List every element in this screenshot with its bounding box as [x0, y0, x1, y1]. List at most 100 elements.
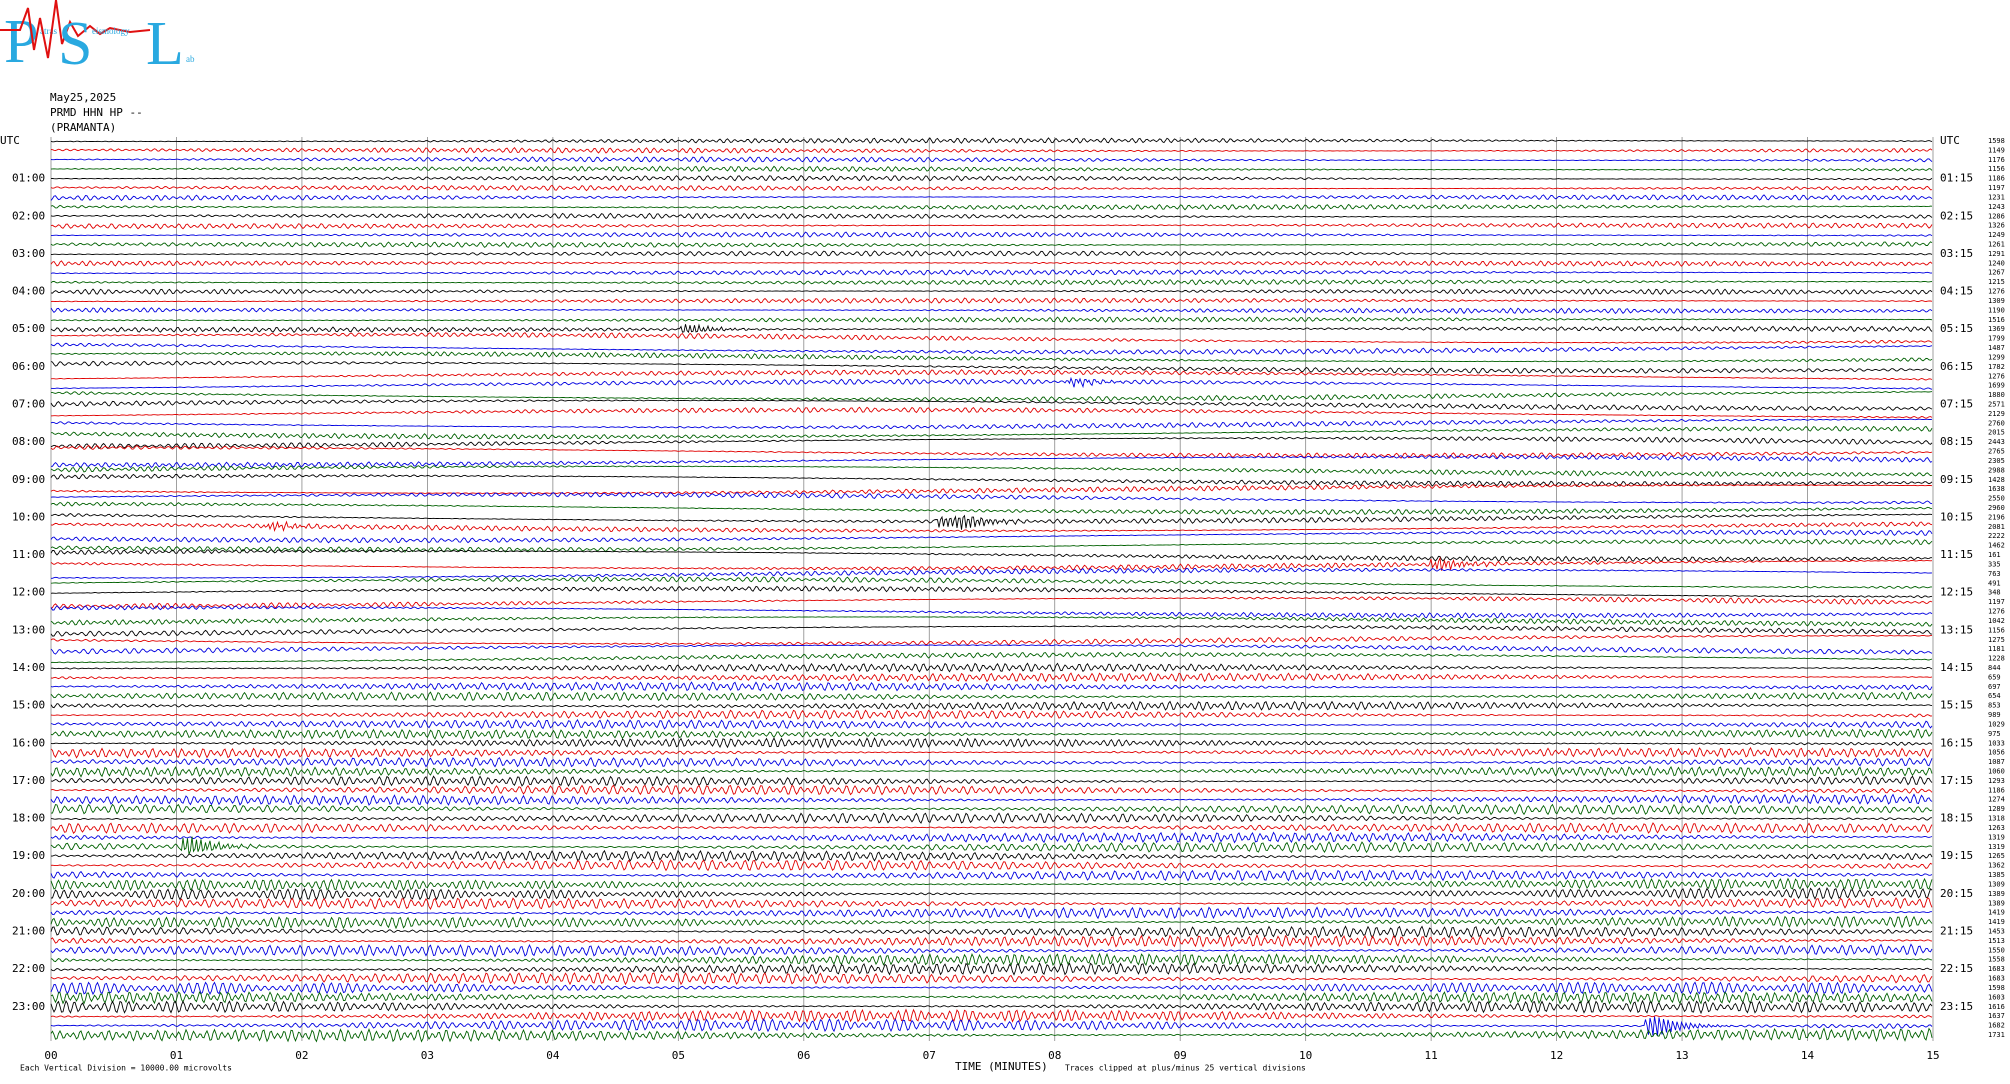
hour-label: 17:00 [12, 774, 45, 787]
trace [51, 391, 1933, 402]
trace-value: 2222 [1988, 532, 2005, 540]
trace [50, 831, 1933, 844]
hour-label: 21:00 [12, 924, 45, 937]
trace [50, 576, 1932, 589]
trace [51, 567, 1933, 579]
trace-value: 1190 [1988, 306, 2005, 314]
trace [50, 672, 1933, 683]
trace-value: 1699 [1988, 382, 2005, 390]
trace [50, 868, 1933, 882]
trace-value: 1243 [1988, 203, 2005, 211]
x-axis-title: TIME (MINUTES) [955, 1060, 1048, 1073]
clip-note: Traces clipped at plus/minus 25 vertical… [1065, 1064, 1306, 1073]
trace [50, 746, 1933, 759]
trace [50, 585, 1933, 599]
trace-value: 335 [1988, 560, 2001, 568]
trace-value: 491 [1988, 579, 2001, 587]
hour-label: 19:15 [1940, 849, 1973, 862]
hour-label: 06:15 [1940, 360, 1973, 373]
trace-value: 2760 [1988, 419, 2005, 427]
trace-value: 1419 [1988, 918, 2005, 926]
trace-value: 1616 [1988, 1003, 2005, 1011]
trace-value: 1319 [1988, 833, 2005, 841]
hour-label: 13:00 [12, 623, 45, 636]
trace [50, 491, 1933, 505]
trace [50, 222, 1933, 230]
trace [50, 260, 1933, 267]
hour-label: 17:15 [1940, 774, 1973, 787]
trace-value: 2988 [1988, 466, 2005, 474]
trace-value: 1683 [1988, 975, 2005, 983]
trace [50, 765, 1933, 778]
trace [50, 822, 1933, 835]
trace-value: 2550 [1988, 495, 2005, 503]
trace [50, 288, 1933, 295]
trace-value: 844 [1988, 664, 2001, 672]
trace-value: 1428 [1988, 476, 2005, 484]
trace [50, 1008, 1933, 1023]
trace [50, 605, 1933, 619]
trace [50, 165, 1933, 173]
x-tick-label: 12 [1550, 1049, 1563, 1062]
hour-label: 06:00 [12, 360, 45, 373]
trace [50, 360, 1933, 374]
trace [50, 156, 1933, 163]
x-tick-label: 08 [1048, 1049, 1061, 1062]
hour-label: UTC [1940, 134, 1960, 147]
trace-value: 1276 [1988, 372, 2005, 380]
hour-label: 03:15 [1940, 247, 1973, 260]
trace [50, 624, 1933, 637]
trace-value: 2081 [1988, 523, 2005, 531]
trace [50, 529, 1933, 544]
station: PRMD HHN HP -- [50, 106, 143, 119]
x-tick-label: 15 [1926, 1049, 1939, 1062]
trace-value: 1638 [1988, 485, 2005, 493]
trace-value: 1637 [1988, 1012, 2005, 1020]
hour-label: 14:00 [12, 661, 45, 674]
trace [50, 784, 1933, 796]
trace [50, 691, 1933, 702]
trace-value: 2015 [1988, 429, 2005, 437]
trace [50, 436, 1933, 450]
trace-value: 1682 [1988, 1022, 2005, 1030]
trace-value: 1603 [1988, 993, 2005, 1001]
trace [50, 399, 1933, 412]
hour-label: 11:15 [1940, 548, 1973, 561]
trace-value: 2196 [1988, 513, 2005, 521]
trace-value: 1033 [1988, 739, 2005, 747]
trace-value: 1261 [1988, 241, 2005, 249]
trace-value: 1267 [1988, 269, 2005, 277]
logo-text: eismology [92, 26, 130, 36]
trace-value: 654 [1988, 692, 2001, 700]
hour-label: 03:00 [12, 247, 45, 260]
trace-value: 348 [1988, 589, 2001, 597]
trace [50, 887, 1933, 901]
hour-label: 19:00 [12, 849, 45, 862]
trace [50, 644, 1933, 655]
trace-value: 1487 [1988, 344, 2005, 352]
hour-label: 04:15 [1940, 285, 1973, 298]
trace [50, 897, 1933, 910]
trace [50, 756, 1933, 768]
hour-label: 02:15 [1940, 209, 1973, 222]
trace-value: 853 [1988, 702, 2001, 710]
trace-value: 1516 [1988, 316, 2005, 324]
x-tick-label: 02 [295, 1049, 308, 1062]
hour-label: 23:00 [12, 1000, 45, 1013]
scale-note: Each Vertical Division = 10000.00 microv… [20, 1064, 232, 1073]
trace [50, 662, 1933, 673]
trace [50, 548, 1932, 563]
trace [50, 859, 1933, 872]
trace [50, 520, 1933, 533]
hour-label: 22:00 [12, 962, 45, 975]
trace-value: 1042 [1988, 617, 2005, 625]
trace [50, 709, 1933, 720]
trace-value: 1276 [1988, 608, 2005, 616]
trace [50, 972, 1933, 986]
trace-value: 1309 [1988, 297, 2005, 305]
trace [50, 728, 1933, 740]
trace-value: 1240 [1988, 259, 2005, 267]
trace-value: 1289 [1988, 805, 2005, 813]
hour-label: 04:00 [12, 285, 45, 298]
